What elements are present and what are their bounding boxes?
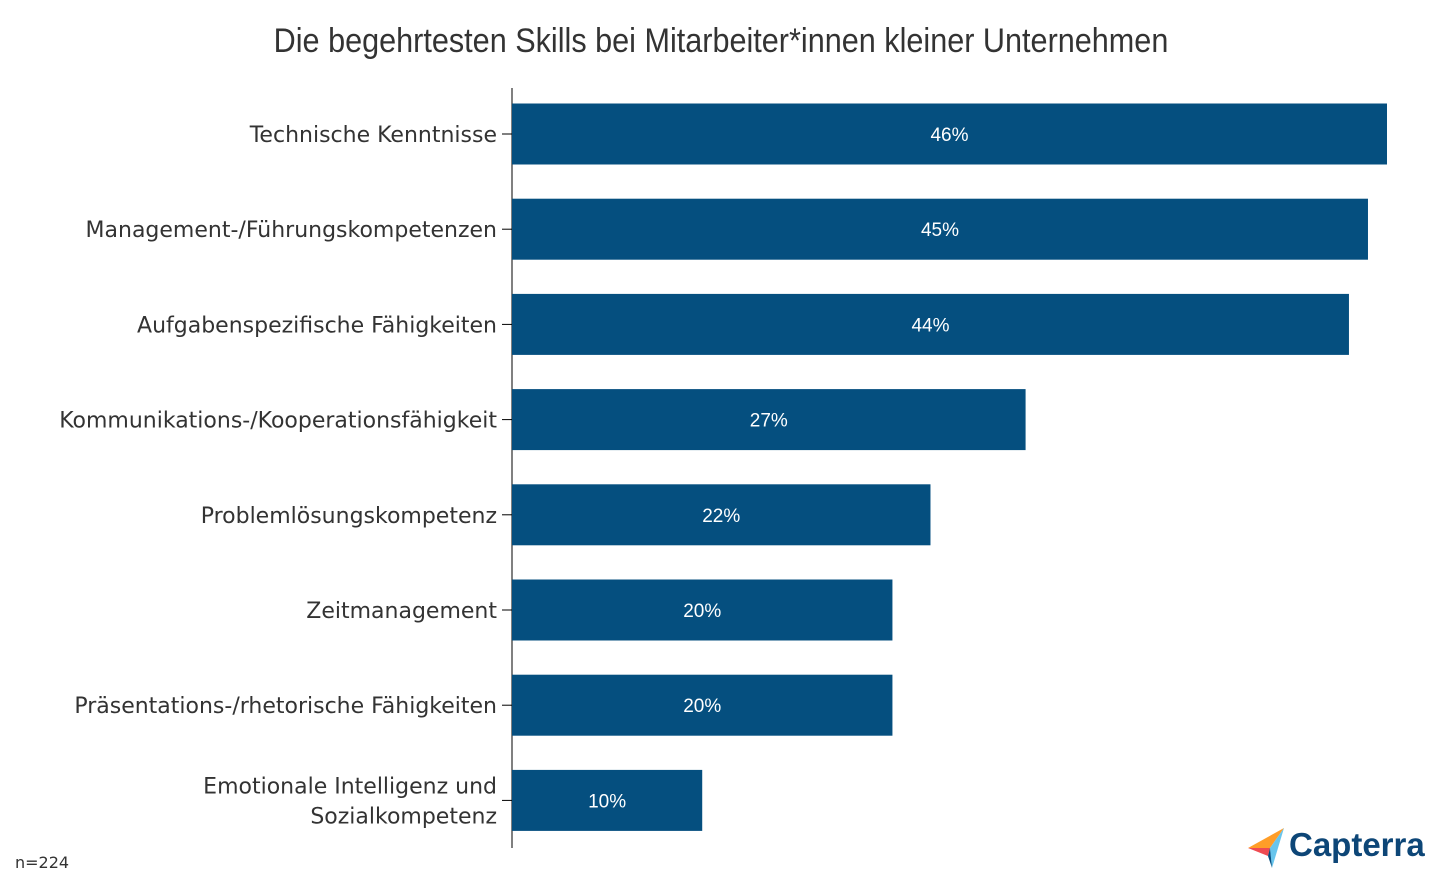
- data-label: 22%: [702, 506, 740, 527]
- sample-size-note: n=224: [15, 853, 70, 872]
- bar: [512, 484, 931, 546]
- category-label: Technische Kenntnisse: [249, 123, 497, 148]
- data-label: 45%: [921, 220, 959, 241]
- chart-title: Die begehrtesten Skills bei Mitarbeiter*…: [273, 22, 1169, 60]
- bar: [512, 293, 1349, 355]
- capterra-logo-text: Capterra: [1289, 826, 1425, 863]
- category-label: Aufgabenspezifische Fähigkeiten: [137, 313, 497, 338]
- bar: [512, 103, 1387, 165]
- category-label: Kommunikations-/Kooperationsfähigkeit: [59, 409, 497, 434]
- category-label: Präsentations-/rhetorische Fähigkeiten: [74, 694, 497, 719]
- category-label: Sozialkompetenz: [310, 804, 497, 829]
- data-label: 20%: [683, 696, 721, 717]
- bar: [512, 389, 1026, 451]
- bar: [512, 579, 893, 641]
- bar: [512, 769, 703, 831]
- data-label: 27%: [750, 411, 788, 432]
- category-label: Management-/Führungskompetenzen: [86, 218, 497, 243]
- capterra-logo-icon: [1248, 828, 1284, 868]
- data-label: 20%: [683, 601, 721, 622]
- bar: [512, 198, 1368, 260]
- data-label: 10%: [588, 791, 626, 812]
- category-label: Zeitmanagement: [306, 599, 497, 624]
- category-label: Emotionale Intelligenz und: [203, 774, 497, 799]
- bar: [512, 674, 893, 736]
- data-label: 46%: [930, 125, 968, 146]
- data-label: 44%: [911, 315, 949, 336]
- category-label: Problemlösungskompetenz: [201, 504, 497, 529]
